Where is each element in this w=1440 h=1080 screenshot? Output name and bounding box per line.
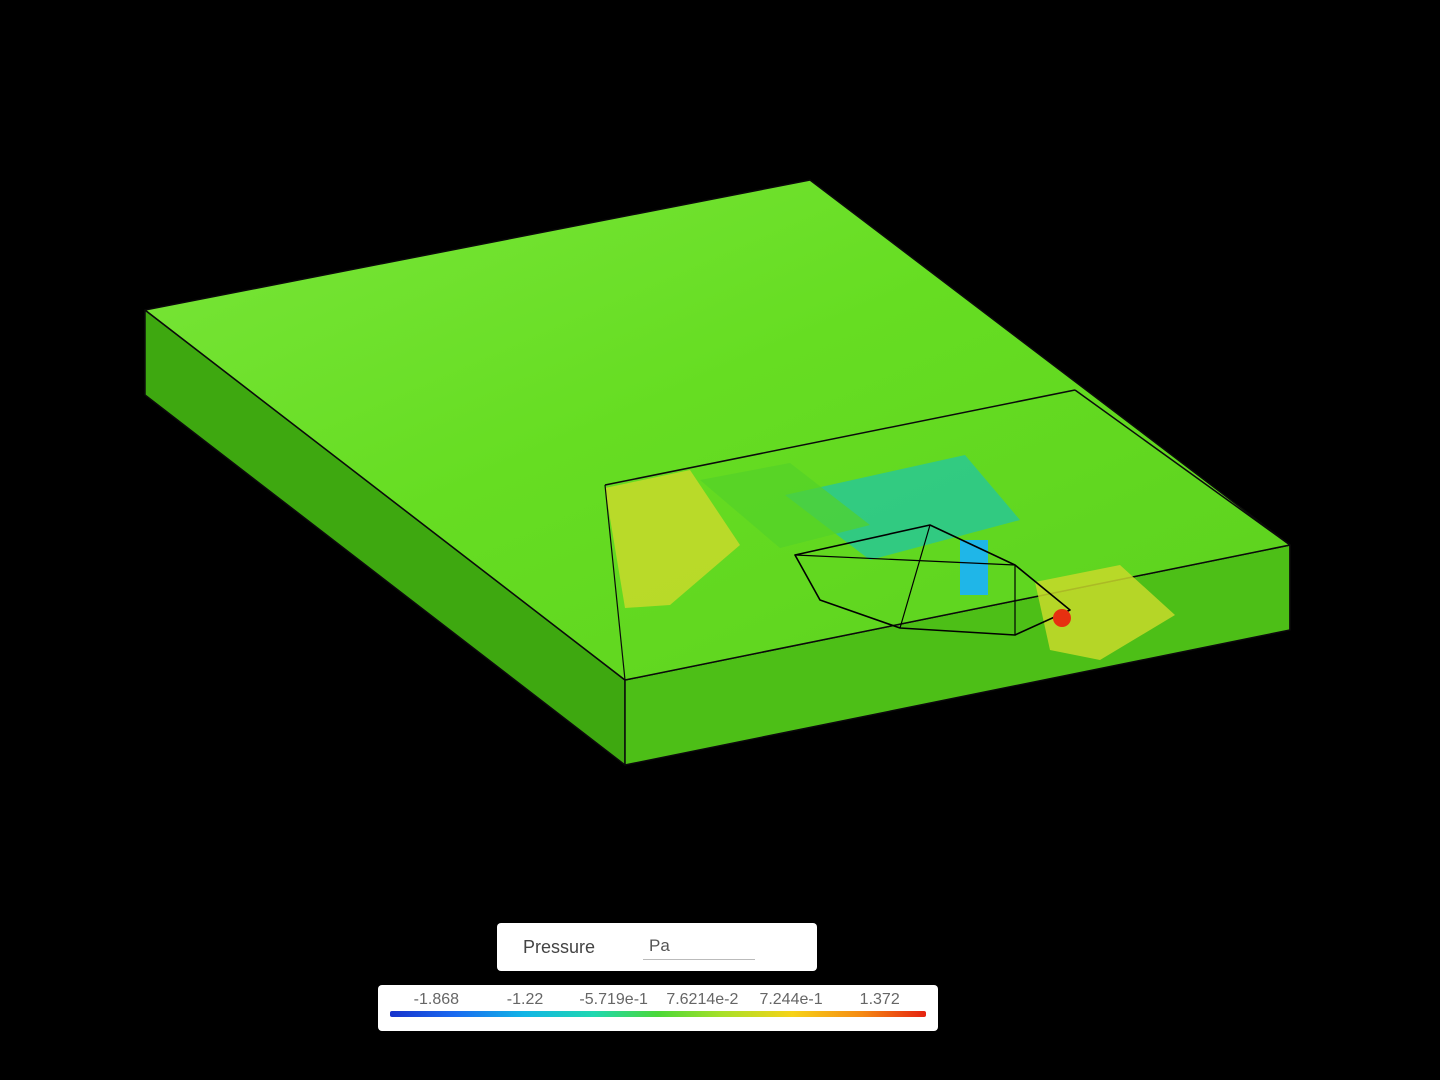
legend-variable-label[interactable]: Pressure [523,937,643,958]
legend-unit-field[interactable]: Pa [643,934,755,960]
color-scale-panel: -1.868-1.22-5.719e-17.6214e-27.244e-11.3… [378,985,938,1031]
color-scale-tick: 7.6214e-2 [658,991,747,1009]
color-scale-gradient[interactable] [390,1011,926,1017]
color-scale-tick: 7.244e-1 [747,991,836,1009]
color-scale-tick: 1.372 [835,991,924,1009]
color-scale-tick: -1.868 [392,991,481,1009]
legend-panel: Pressure Pa [497,923,817,971]
color-scale-tick: -1.22 [481,991,570,1009]
color-scale-ticks: -1.868-1.22-5.719e-17.6214e-27.244e-11.3… [390,991,926,1011]
model-render [0,0,1440,1080]
color-scale-tick: -5.719e-1 [569,991,658,1009]
simulation-viewport[interactable] [0,0,1440,1080]
